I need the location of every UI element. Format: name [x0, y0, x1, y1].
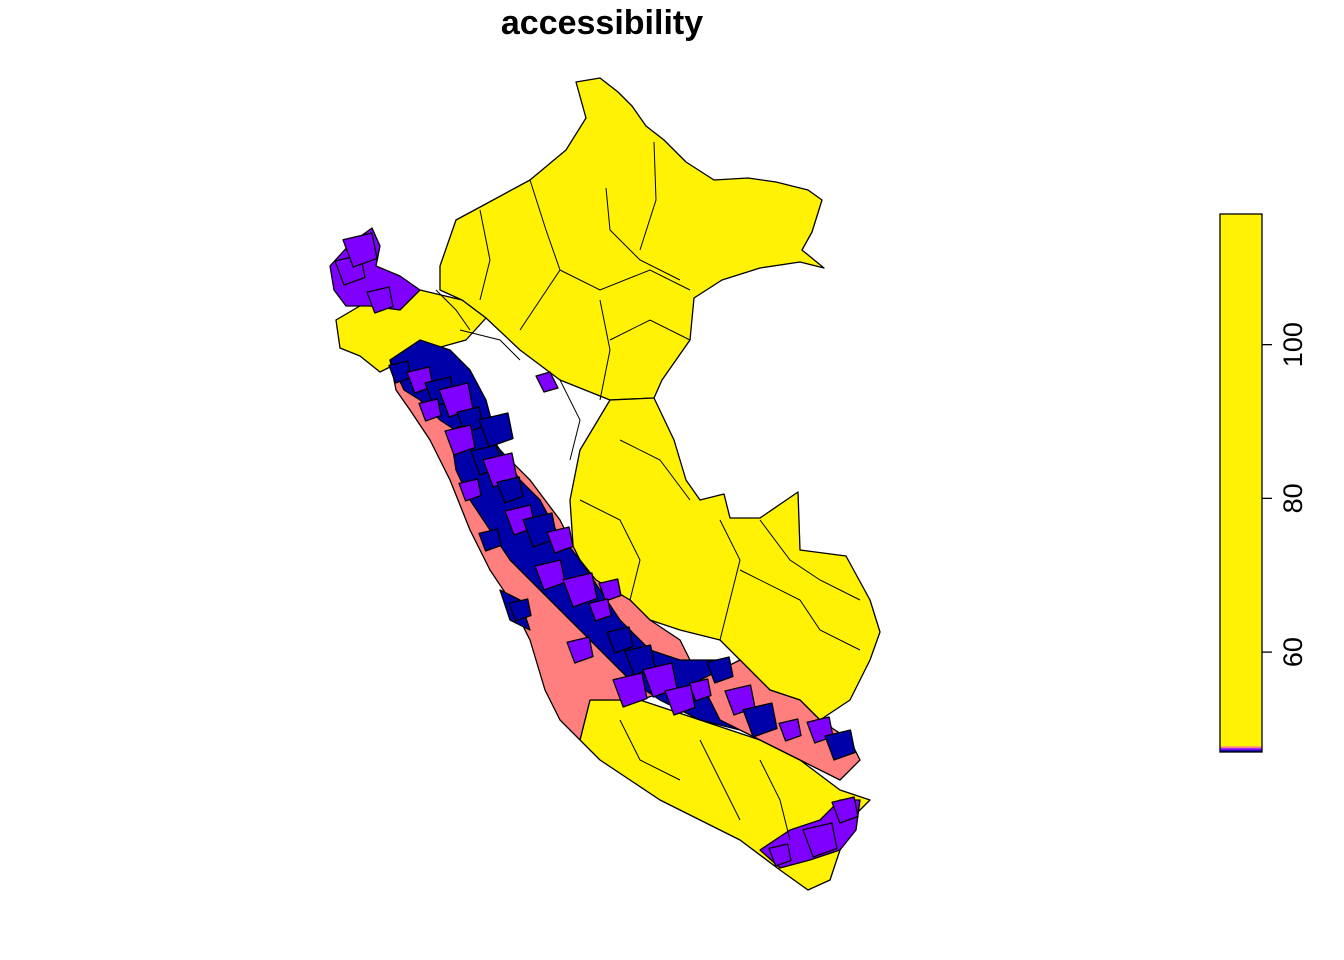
- color-legend: 60 80 100: [1219, 213, 1308, 753]
- district-patch: [742, 702, 778, 738]
- district-patch: [802, 822, 838, 858]
- region-border: [459, 329, 521, 361]
- region-border: [579, 499, 641, 601]
- district-patch: [562, 572, 598, 608]
- region-north-amazon: [439, 77, 825, 401]
- district-patch: [508, 598, 532, 622]
- legend-color-band: [1220, 214, 1262, 747]
- plot-title: accessibility: [500, 4, 704, 42]
- region-border: [599, 299, 611, 401]
- district-patch: [831, 796, 859, 824]
- district-patch: [478, 528, 502, 552]
- district-patch: [598, 578, 622, 602]
- region-border: [559, 379, 581, 461]
- district-patch: [606, 626, 634, 654]
- legend-color-band: [1220, 748, 1262, 751]
- legend-tick-label: 60: [1278, 637, 1308, 667]
- legend-frame: [1219, 213, 1263, 753]
- region-border: [639, 141, 657, 251]
- district-patch: [612, 672, 648, 708]
- district-patch: [688, 678, 712, 702]
- region-andes-spot-east: [535, 371, 559, 393]
- district-patch: [496, 476, 524, 504]
- region-border: [719, 519, 741, 641]
- legend-tick-label: 100: [1278, 322, 1308, 367]
- district-patch: [444, 424, 476, 456]
- region-border: [759, 519, 861, 601]
- legend-tick-label: 80: [1278, 483, 1308, 513]
- district-patch: [706, 656, 734, 684]
- district-patch: [588, 598, 612, 622]
- district-patch: [418, 398, 442, 422]
- district-patch: [778, 718, 802, 742]
- district-patch: [566, 636, 594, 664]
- region-border: [619, 719, 681, 781]
- region-border: [609, 319, 691, 341]
- region-border: [619, 439, 691, 501]
- region-border: [479, 209, 491, 301]
- region-border: [559, 269, 691, 291]
- region-border: [435, 289, 471, 331]
- district-patch: [546, 526, 574, 554]
- region-border: [605, 187, 681, 281]
- district-patch: [366, 286, 394, 314]
- district-patch: [664, 684, 696, 716]
- region-border: [759, 759, 791, 841]
- peru-choropleth-map: [329, 77, 881, 891]
- legend-color-band: [1220, 750, 1262, 752]
- district-patch: [768, 843, 792, 867]
- legend-color-band: [1220, 746, 1262, 749]
- region-border: [699, 739, 741, 821]
- region-border: [739, 569, 861, 651]
- district-patch: [458, 478, 482, 502]
- district-patch: [824, 729, 856, 761]
- district-patch: [478, 412, 514, 448]
- district-patch: [342, 232, 378, 268]
